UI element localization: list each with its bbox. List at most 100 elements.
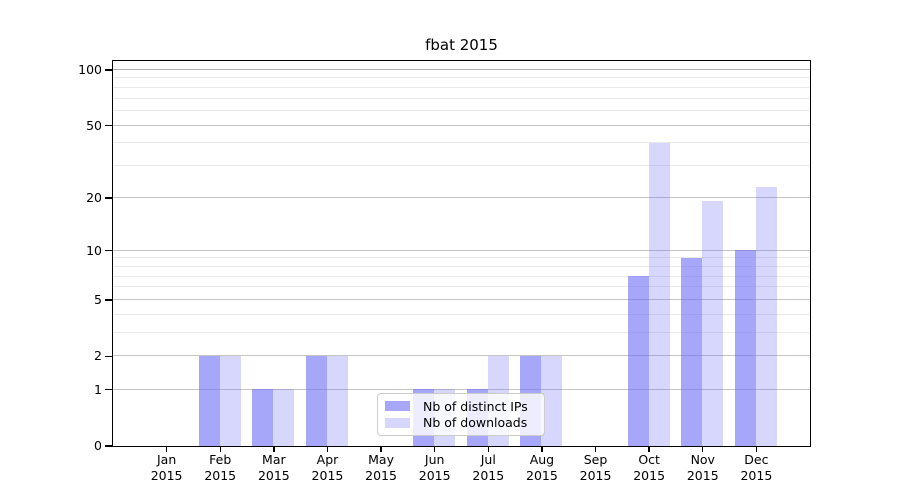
- x-axis-tick: [165, 446, 168, 452]
- x-axis-tick: [702, 446, 704, 452]
- legend-swatch-distinct-ips: [385, 401, 410, 412]
- gridline-minor: [112, 77, 810, 79]
- bar-distinct-ips: [681, 257, 703, 446]
- x-tick-month: Feb: [209, 452, 232, 467]
- x-tick-month: Dec: [744, 452, 769, 467]
- legend: Nb of distinct IPs Nb of downloads: [377, 393, 545, 436]
- x-axis-tick: [433, 446, 436, 452]
- y-axis-tick-label: 0: [94, 438, 102, 453]
- gridline-minor: [112, 110, 810, 112]
- gridline-minor: [112, 142, 810, 144]
- gridline-minor: [112, 265, 810, 267]
- bar-downloads: [648, 142, 670, 446]
- x-axis-tick-label: May 2015: [353, 452, 409, 483]
- x-axis-tick: [380, 446, 382, 452]
- x-tick-month: Jan: [156, 452, 177, 467]
- x-tick-year: 2015: [526, 467, 558, 483]
- x-axis-tick-label: Apr 2015: [299, 452, 355, 483]
- y-axis-tick-label: 1: [94, 381, 102, 397]
- x-axis-tick-label: Feb 2015: [192, 452, 248, 483]
- bar-downloads: [326, 356, 348, 446]
- x-axis-tick-label: Nov 2015: [675, 452, 731, 483]
- y-axis-tick: [105, 299, 112, 301]
- bar-distinct-ips: [627, 276, 649, 446]
- x-tick-year: 2015: [311, 467, 344, 483]
- x-axis-tick: [755, 446, 758, 452]
- gridline-minor: [112, 313, 810, 315]
- gridline-major: [112, 124, 810, 126]
- x-tick-month: May: [368, 452, 394, 467]
- bar-downloads: [273, 389, 295, 446]
- gridline-major: [112, 299, 810, 301]
- gridline-major: [112, 388, 810, 390]
- gridline-minor: [112, 165, 810, 167]
- x-axis-tick-label: Jul 2015: [460, 452, 516, 483]
- x-tick-month: Apr: [316, 452, 339, 467]
- x-tick-year: 2015: [418, 467, 451, 483]
- y-axis-tick-label: 10: [86, 242, 102, 258]
- x-axis-tick: [326, 446, 329, 452]
- y-axis-tick: [105, 69, 112, 71]
- x-tick-year: 2015: [633, 467, 666, 483]
- x-axis-tick-label: Sep 2015: [568, 452, 624, 483]
- x-tick-year: 2015: [740, 467, 773, 483]
- x-axis-tick-label: Mar 2015: [246, 452, 302, 483]
- x-tick-year: 2015: [472, 467, 505, 483]
- y-axis-tick: [105, 249, 112, 252]
- gridline-major: [112, 68, 810, 70]
- gridline-major: [112, 249, 810, 251]
- y-axis-tick: [105, 197, 112, 199]
- x-tick-month: Jun: [424, 452, 445, 467]
- x-tick-month: Oct: [638, 452, 660, 467]
- y-axis-tick: [105, 445, 112, 447]
- x-axis-tick: [648, 446, 650, 452]
- legend-entry-distinct-ips: Nb of distinct IPs: [385, 398, 537, 414]
- bar-downloads: [541, 356, 563, 446]
- x-axis-tick-label: Aug 2015: [514, 452, 570, 483]
- x-axis-tick: [273, 446, 275, 452]
- bar-downloads: [702, 201, 724, 446]
- gridline-major: [112, 355, 810, 357]
- bar-distinct-ips: [305, 356, 327, 446]
- bar-distinct-ips: [734, 250, 756, 446]
- bar-downloads: [219, 356, 241, 446]
- gridline-minor: [112, 97, 810, 99]
- gridline-minor: [112, 257, 810, 259]
- x-tick-year: 2015: [257, 467, 290, 483]
- y-axis-tick-label: 2: [94, 348, 102, 364]
- y-axis-tick: [105, 124, 112, 127]
- x-axis-tick: [541, 446, 543, 452]
- x-axis-tick: [594, 446, 597, 452]
- x-tick-month: Mar: [262, 452, 286, 467]
- x-tick-year: 2015: [150, 467, 183, 483]
- x-tick-year: 2015: [686, 467, 719, 483]
- chart-title: fbat 2015: [425, 36, 498, 54]
- y-axis-tick: [105, 355, 112, 358]
- y-axis-tick-label: 20: [86, 189, 102, 205]
- x-axis-tick-label: Dec 2015: [728, 452, 784, 483]
- legend-label-distinct-ips: Nb of distinct IPs: [423, 398, 528, 414]
- x-axis-tick-label: Jun 2015: [407, 452, 463, 483]
- x-tick-year: 2015: [365, 467, 397, 483]
- x-axis-tick: [219, 446, 221, 452]
- bar-downloads: [755, 186, 777, 446]
- y-axis-tick-label: 100: [78, 61, 102, 77]
- y-axis-tick: [105, 388, 112, 391]
- y-axis-tick-label: 50: [86, 117, 102, 133]
- legend-entry-downloads: Nb of downloads: [385, 415, 537, 431]
- gridline-minor: [112, 332, 810, 334]
- x-tick-month: Sep: [583, 452, 608, 467]
- x-tick-year: 2015: [204, 467, 237, 483]
- bar-distinct-ips: [198, 356, 220, 446]
- x-tick-year: 2015: [579, 467, 612, 483]
- gridline-minor: [112, 275, 810, 277]
- legend-swatch-downloads: [385, 417, 410, 428]
- legend-label-downloads: Nb of downloads: [423, 415, 528, 431]
- gridline-minor: [112, 86, 810, 88]
- gridline-minor: [112, 286, 810, 288]
- x-axis-tick-label: Jan 2015: [139, 452, 195, 483]
- x-tick-month: Jul: [480, 452, 496, 467]
- y-axis-tick-label: 5: [94, 292, 102, 308]
- x-tick-month: Nov: [690, 452, 715, 467]
